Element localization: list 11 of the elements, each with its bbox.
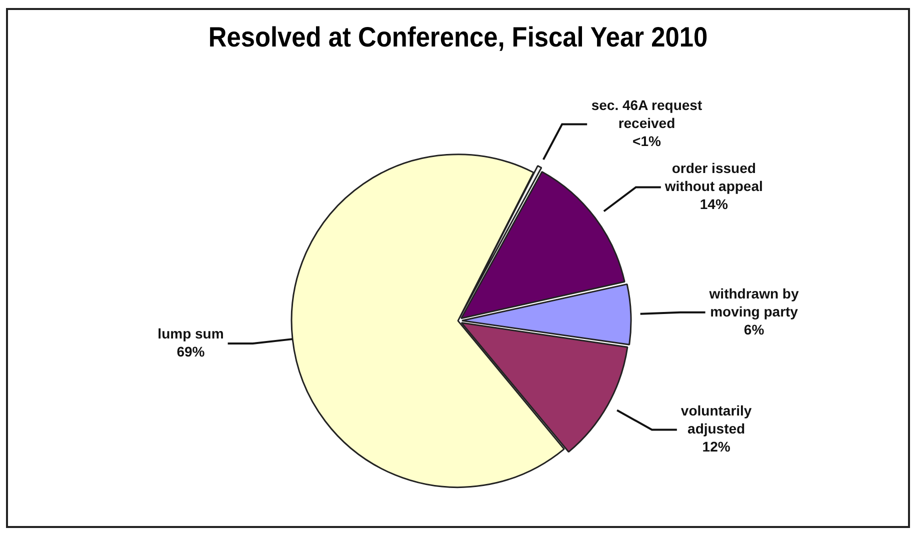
- slice-label: withdrawn by moving party: [708, 285, 799, 320]
- slice-label: sec. 46A request received: [591, 97, 702, 132]
- slice-label: voluntarily adjusted: [680, 402, 752, 437]
- data-label: <1%: [632, 133, 662, 150]
- data-label: 12%: [702, 438, 731, 455]
- data-label: 6%: [744, 321, 765, 338]
- data-label: 14%: [700, 196, 728, 212]
- slice-label: order issued without appeal: [664, 160, 763, 194]
- chart-title: Resolved at Conference, Fiscal Year 2010: [208, 21, 708, 53]
- slice-label: lump sum: [158, 325, 224, 342]
- data-label: 69%: [176, 343, 206, 360]
